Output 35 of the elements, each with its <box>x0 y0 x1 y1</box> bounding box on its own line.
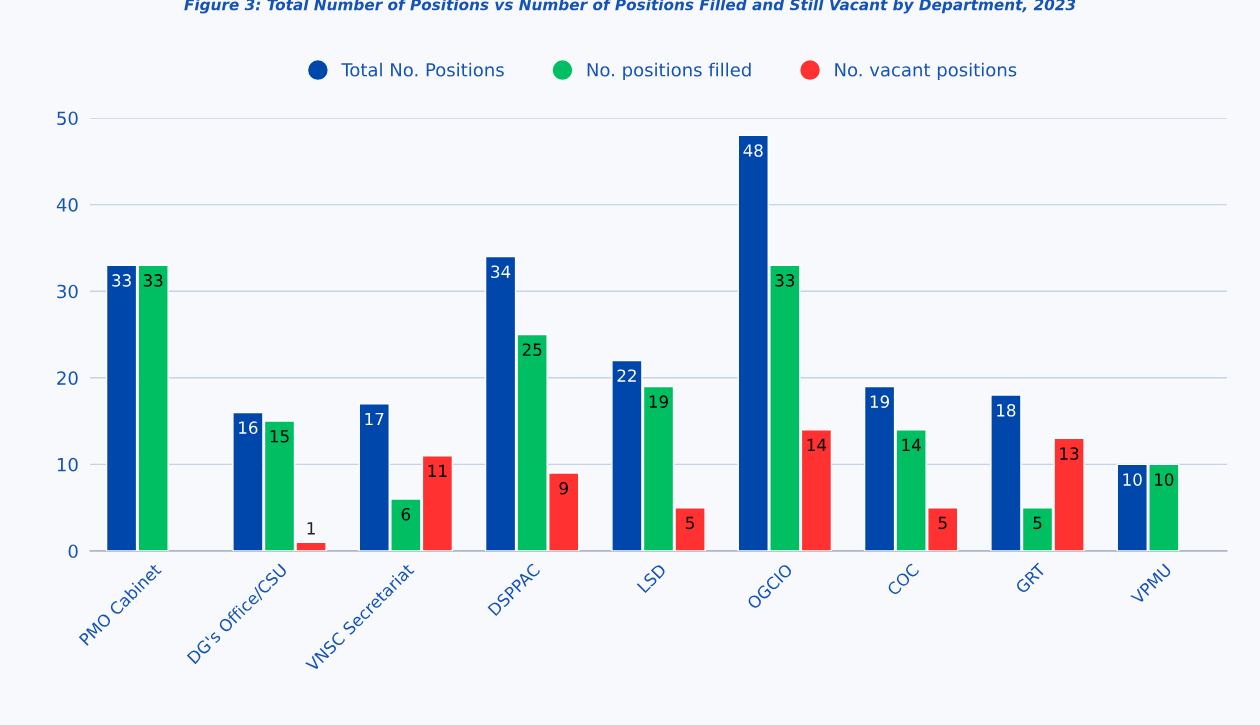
data-label: 19 <box>870 395 890 408</box>
data-label: 11 <box>428 464 447 478</box>
y-tick-label: 20 <box>57 371 78 385</box>
data-label: 10 <box>1155 473 1174 486</box>
y-tick-label: 30 <box>57 284 78 299</box>
data-label: 9 <box>559 481 568 495</box>
data-label: 14 <box>902 438 921 452</box>
data-label: 33 <box>775 274 795 287</box>
data-label: 15 <box>270 430 289 443</box>
data-label: 16 <box>239 421 258 434</box>
legend-label: No. positions filled <box>587 62 751 81</box>
data-label: 6 <box>401 507 411 521</box>
y-tick-label: 40 <box>56 198 78 212</box>
data-label: 33 <box>143 274 163 287</box>
data-label: 48 <box>743 144 763 157</box>
x-tick-label: LSD <box>636 563 667 594</box>
data-label: 18 <box>997 404 1016 417</box>
data-label: 13 <box>1060 447 1079 460</box>
data-label: 14 <box>807 438 827 452</box>
data-label: 17 <box>365 412 384 426</box>
legend-label: Total No. Positions <box>341 62 504 77</box>
y-tick-label: 50 <box>57 111 78 126</box>
legend-label: No. vacant positions <box>835 62 1017 81</box>
data-label: 5 <box>938 516 947 530</box>
y-tick-label: 10 <box>57 457 78 472</box>
data-label: 19 <box>649 395 668 408</box>
data-label: 22 <box>617 369 636 382</box>
data-label: 10 <box>1123 473 1142 486</box>
data-label: 34 <box>491 265 511 279</box>
y-tick-label: 0 <box>68 544 78 559</box>
data-label: 25 <box>522 343 542 356</box>
data-label: 5 <box>686 516 694 530</box>
data-label: 5 <box>1033 516 1042 530</box>
data-label: 33 <box>112 274 131 287</box>
data-label: 1 <box>307 522 315 535</box>
